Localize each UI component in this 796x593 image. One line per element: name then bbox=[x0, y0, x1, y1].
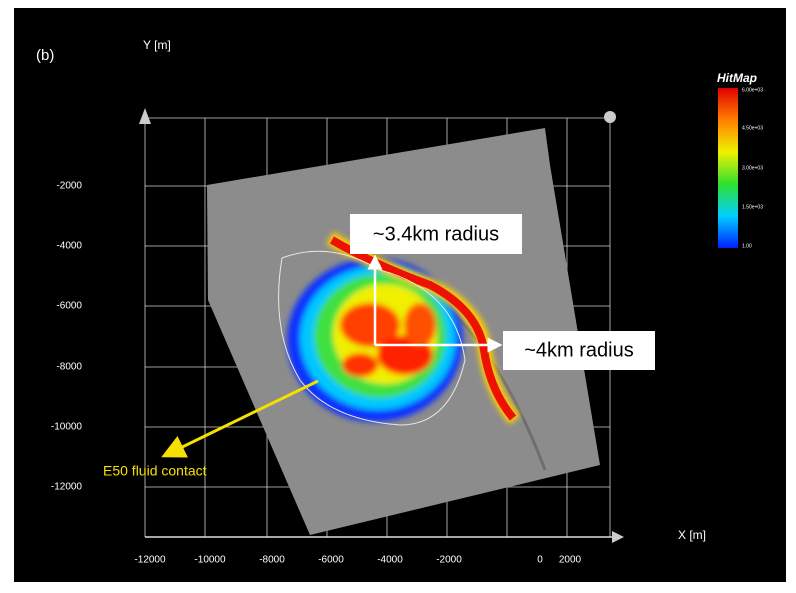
legend-label: 4.50e+03 bbox=[742, 125, 763, 131]
x-tick-label: -2000 bbox=[436, 555, 462, 566]
x-tick-label: -12000 bbox=[134, 555, 166, 566]
legend-label: 1.00 bbox=[742, 243, 752, 249]
x-tick-label: -6000 bbox=[318, 555, 344, 566]
annotation: ~4km radius bbox=[524, 339, 634, 361]
figure: ~3.4km radius ~4km radius E50 fluid cont… bbox=[0, 0, 796, 593]
annotation: ~3.4km radius bbox=[373, 223, 499, 245]
x-tick-label: -10000 bbox=[194, 555, 226, 566]
x-tick-label: -8000 bbox=[259, 555, 285, 566]
y-tick-label: -10000 bbox=[51, 422, 83, 433]
panel-label: (b) bbox=[36, 47, 54, 64]
legend-label: 3.00e+03 bbox=[742, 165, 763, 171]
y-tick-label: -12000 bbox=[51, 482, 83, 493]
legend-label: 1.50e+03 bbox=[742, 204, 763, 210]
x-tick-label: -4000 bbox=[377, 555, 403, 566]
y-axis-label: Y [m] bbox=[143, 38, 171, 52]
x-axis-label: X [m] bbox=[678, 528, 706, 542]
y-tick-label: -8000 bbox=[56, 362, 82, 373]
y-tick-label: -2000 bbox=[56, 181, 82, 192]
colorbar bbox=[718, 88, 738, 248]
x-tick-label: 0 bbox=[537, 555, 543, 566]
y-tick-label: -4000 bbox=[56, 241, 82, 252]
legend-title: HitMap bbox=[717, 71, 757, 85]
annotation: E50 fluid contact bbox=[103, 463, 207, 479]
page: {"panel_label": "(b)", "y_axis_label": "… bbox=[0, 0, 796, 593]
x-tick-label: 2000 bbox=[559, 555, 582, 566]
legend-label: 6.00e+03 bbox=[742, 87, 763, 93]
y-tick-label: -6000 bbox=[56, 301, 82, 312]
